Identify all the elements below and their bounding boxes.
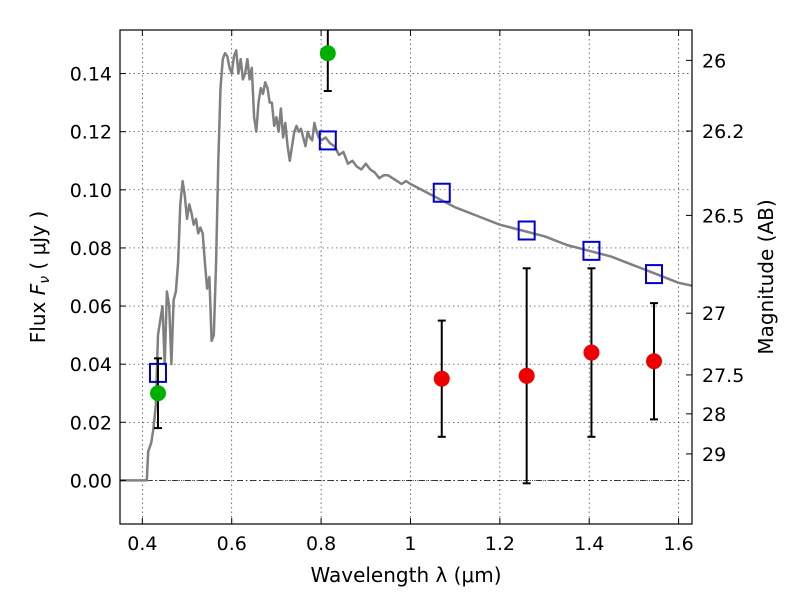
y-axis-label-sub: ν <box>37 276 53 284</box>
plot-frame <box>119 29 693 525</box>
x-tick-label: 1.6 <box>663 533 693 555</box>
y2-axis-label: Magnitude (AB) <box>754 199 778 354</box>
x-axis-label: Wavelength λ (μm) <box>310 563 501 587</box>
mag-tick-label: 27 <box>702 303 726 325</box>
limit-point <box>583 344 600 361</box>
x-tick-label: 0.8 <box>306 533 336 555</box>
mag-tick-label: 29 <box>702 444 726 466</box>
x-tick-label: 1.4 <box>574 533 604 555</box>
y-tick-label: 0.00 <box>70 470 112 492</box>
y-tick-label: 0.04 <box>70 354 112 376</box>
plot-area <box>120 30 693 485</box>
x-tick-label: 1.2 <box>485 533 515 555</box>
y-tick-label: 0.06 <box>70 296 112 318</box>
limit-point <box>433 370 450 387</box>
model-photometry-square <box>582 240 601 261</box>
y-axis-label: Flux Fν ( μJy ) <box>26 211 53 343</box>
model-photometry-square <box>645 264 664 285</box>
y-tick-label: 0.02 <box>70 412 112 434</box>
limit-point <box>646 353 663 370</box>
mag-tick-label: 26.5 <box>702 205 744 227</box>
x-tick-label: 1 <box>404 533 416 555</box>
model-photometry-square <box>517 220 536 241</box>
y-axis-label-suffix: ( μJy ) <box>26 211 50 276</box>
model-photometry-square <box>432 182 451 203</box>
y-tick-label: 0.10 <box>70 180 112 202</box>
y-tick-label: 0.14 <box>70 64 112 86</box>
mag-tick-label: 27.5 <box>702 365 744 387</box>
x-tick-label: 0.6 <box>217 533 247 555</box>
y-tick-label: 0.08 <box>70 238 112 260</box>
detection-point <box>149 385 166 402</box>
mag-tick-label: 26.2 <box>702 121 744 143</box>
x-tick-label: 0.4 <box>127 533 157 555</box>
limit-point <box>518 367 535 384</box>
y-axis-label-var: F <box>26 283 50 295</box>
sed-model-line <box>120 49 693 482</box>
mag-tick-label: 26 <box>702 50 726 72</box>
y-axis-label-prefix: Flux <box>26 295 50 343</box>
y-tick-label: 0.12 <box>70 122 112 144</box>
axis-ticks: 0.4 0.6 0.8 1 1.2 1.4 1.6 0.00 0.02 0.04 0.06 0.08 0… <box>70 30 744 555</box>
mag-tick-label: 28 <box>702 404 726 426</box>
model-photometry-square <box>318 130 337 151</box>
detection-point <box>319 45 336 62</box>
